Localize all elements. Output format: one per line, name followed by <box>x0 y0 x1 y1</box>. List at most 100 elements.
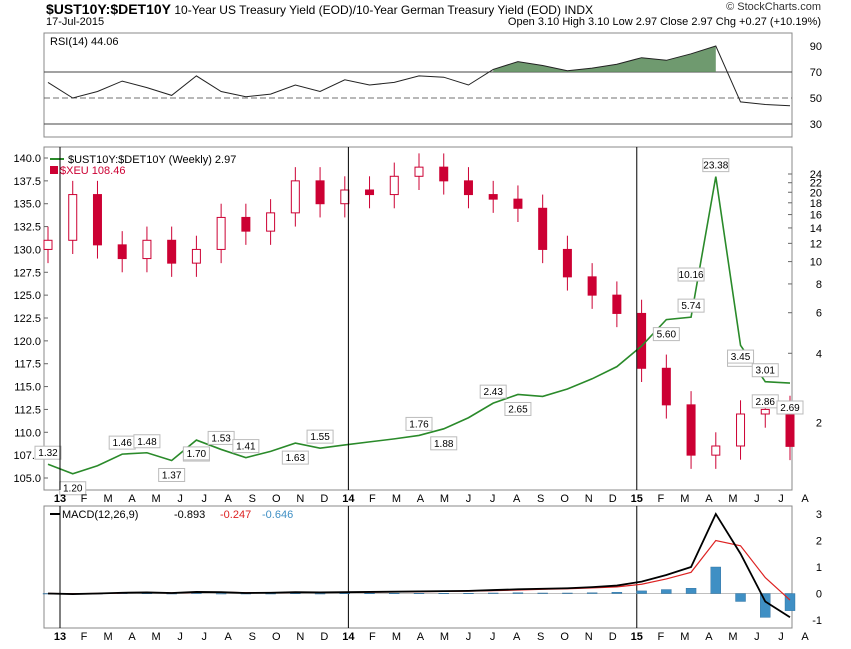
legend-xeu-swatch <box>50 166 58 174</box>
ratio-annotation: 10.16 <box>679 270 704 281</box>
ratio-annotation: 1.76 <box>409 419 429 430</box>
right-axis-tick-label: 18 <box>810 198 822 210</box>
ratio-annotation-box <box>652 327 680 342</box>
price-panel <box>43 146 793 491</box>
x-tick-label: 14 <box>342 493 355 505</box>
x-tick-label: M <box>392 493 401 505</box>
x-tick-label: S <box>249 493 256 505</box>
ratio-annotation: 2.65 <box>508 404 528 415</box>
ratio-annotation: 1.32 <box>38 448 58 459</box>
macd-histogram-bar <box>562 592 573 594</box>
candle-body <box>290 180 300 214</box>
description: 10-Year US Treasury Yield (EOD)/10-Year … <box>174 3 561 17</box>
ratio-annotation-box <box>727 349 755 364</box>
macd-x-tick-label: A <box>225 631 233 643</box>
candle-body <box>414 166 424 177</box>
right-axis-tick-label: 22 <box>810 178 822 190</box>
symbol: $UST10Y:$DET10Y <box>46 1 172 17</box>
macd-x-tick-label: J <box>177 631 183 643</box>
right-axis-tick-label: 24 <box>810 169 822 181</box>
chart-date: 17-Jul-2015 <box>46 16 105 28</box>
ratio-annotation-box <box>702 158 730 173</box>
x-tick-label: J <box>201 493 207 505</box>
macd-x-tick-label: M <box>103 631 112 643</box>
ratio-annotation-box <box>34 445 62 460</box>
macd-x-tick-label: N <box>585 631 593 643</box>
ratio-annotation-box <box>182 446 210 461</box>
x-tick-label: O <box>272 493 281 505</box>
x-tick-label: F <box>657 493 664 505</box>
macd-histogram-bar <box>784 593 796 611</box>
candle-body <box>661 367 671 406</box>
x-tick-label: A <box>225 493 233 505</box>
x-tick-label: J <box>177 493 183 505</box>
left-axis-tick-label: 125.0 <box>13 290 41 302</box>
candle-body <box>241 216 251 232</box>
macd-x-tick-label: J <box>490 631 496 643</box>
macd-histogram-bar <box>611 591 623 594</box>
ratio-annotation: 1.46 <box>112 438 132 449</box>
macd-x-tick-label: M <box>152 631 161 643</box>
legend-ratio-label: $UST10Y:$DET10Y (Weekly) 2.97 <box>68 154 236 166</box>
brand-logo: © StockCharts.com <box>726 1 821 13</box>
candle-body <box>216 216 226 250</box>
x-tick-label: M <box>728 493 737 505</box>
candle-body <box>266 212 276 232</box>
macd-tick-label: 0 <box>816 589 822 601</box>
x-tick-label: A <box>128 493 136 505</box>
macd-x-tick-label: S <box>249 631 256 643</box>
macd-histogram-bar <box>314 593 326 595</box>
macd-histogram-bar <box>710 566 721 594</box>
macd-x-tick-label: F <box>369 631 376 643</box>
macd-histogram-bar <box>735 593 746 602</box>
macd-histogram-bar <box>413 593 425 594</box>
ratio-annotation-box <box>207 430 235 445</box>
ratio-annotation-box <box>677 298 705 313</box>
candle-body <box>711 445 721 456</box>
left-axis-tick-label: 140.0 <box>13 153 41 165</box>
rsi-panel <box>43 32 793 138</box>
candle-body <box>488 194 498 200</box>
left-axis-tick-label: 137.5 <box>13 176 41 188</box>
rsi-overbought-fill <box>493 46 716 72</box>
x-tick-label: F <box>81 493 88 505</box>
x-tick-label: N <box>296 493 304 505</box>
macd-histogram-bar <box>636 590 647 594</box>
ratio-annotation-box <box>751 363 779 378</box>
candle-body <box>587 276 597 296</box>
left-axis-tick-label: 130.0 <box>13 244 41 256</box>
ratio-annotation-box <box>504 401 532 416</box>
rsi-tick-label: 30 <box>810 119 822 131</box>
candle-body <box>167 239 177 264</box>
ratio-annotation: 1.63 <box>286 453 306 464</box>
left-axis-tick-label: 107.5 <box>13 450 41 462</box>
exchange: INDX <box>564 3 593 17</box>
right-axis-tick-label: 2 <box>816 418 822 430</box>
macd-histogram-bar <box>290 593 301 594</box>
macd-panel <box>43 505 793 629</box>
right-axis-tick-label: 12 <box>810 238 822 250</box>
ratio-annotation: 2.86 <box>756 397 776 408</box>
candle-body <box>637 312 647 369</box>
right-axis-tick-label: 20 <box>810 187 822 199</box>
chart-header: $UST10Y:$DET10Y 10-Year US Treasury Yiel… <box>0 0 851 32</box>
macd-histogram-bar <box>438 593 449 594</box>
macd-x-tick-label: M <box>440 631 449 643</box>
candle-body <box>785 408 795 447</box>
x-tick-label: N <box>585 493 593 505</box>
ratio-annotation: 5.60 <box>657 330 677 341</box>
ratio-annotation: 1.53 <box>211 433 231 444</box>
macd-x-tick-label: M <box>392 631 401 643</box>
candle-body <box>43 239 53 250</box>
macd-x-tick-label: O <box>560 631 569 643</box>
ratio-annotation: 1.37 <box>162 470 182 481</box>
macd-histogram-bar <box>389 593 400 594</box>
right-axis-tick-label: 10 <box>810 257 822 269</box>
ratio-annotation: 1.70 <box>187 449 207 460</box>
left-axis-tick-label: 122.5 <box>13 313 41 325</box>
macd-histogram-bar <box>661 589 672 594</box>
left-axis-tick-label: 110.0 <box>14 427 41 439</box>
macd-x-tick-label: J <box>778 631 784 643</box>
ratio-annotation-box <box>430 436 458 451</box>
